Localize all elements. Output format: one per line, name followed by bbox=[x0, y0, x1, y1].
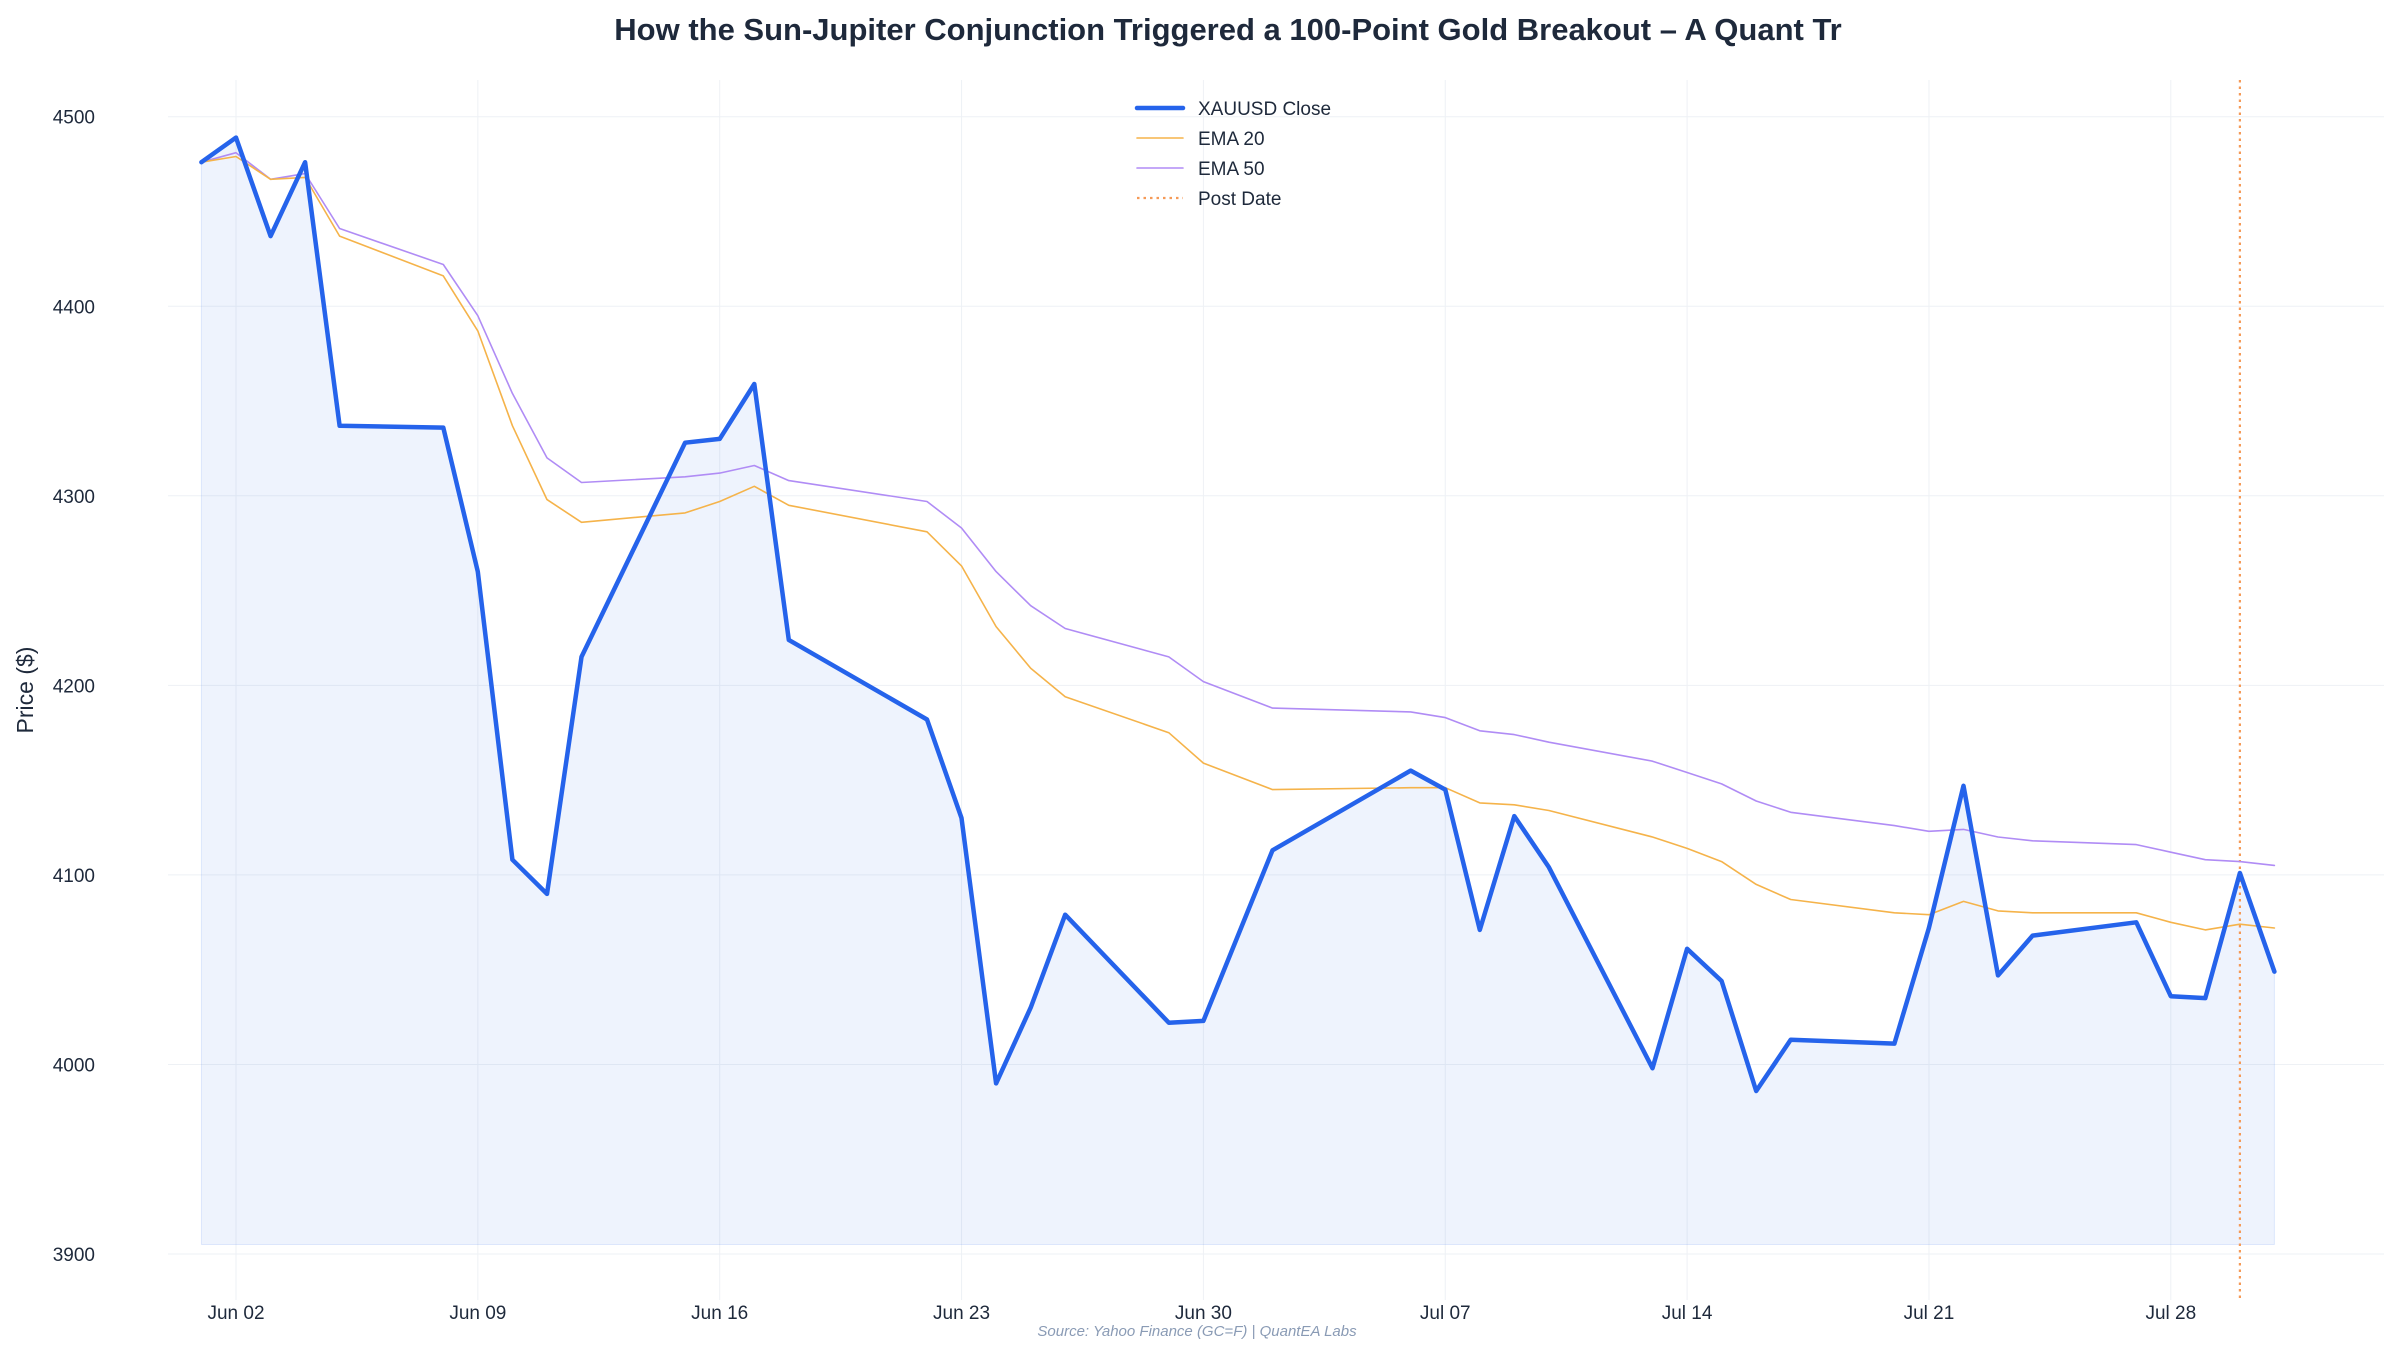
source-note: Source: Yahoo Finance (GC=F) | QuantEA L… bbox=[1037, 1323, 1357, 1340]
y-tick-label: 4200 bbox=[53, 676, 95, 697]
chart-title: How the Sun-Jupiter Conjunction Triggere… bbox=[614, 12, 1841, 47]
grid bbox=[168, 80, 2384, 1300]
area-fill bbox=[200, 136, 2275, 1246]
x-tick-label: Jul 14 bbox=[1662, 1303, 1713, 1324]
legend-label: EMA 50 bbox=[1198, 159, 1265, 180]
x-tick-label: Jul 28 bbox=[2145, 1303, 2196, 1324]
y-tick-label: 3900 bbox=[53, 1245, 95, 1266]
ema-20-line bbox=[200, 155, 2276, 931]
y-axis-ticks: 3900 4000 4100 4200 4300 4400 4500 bbox=[53, 108, 95, 1266]
y-tick-label: 4500 bbox=[53, 108, 95, 129]
y-axis-label: Price ($) bbox=[12, 647, 38, 734]
x-axis-ticks: Jun 02 Jun 09 Jun 16 Jun 23 Jun 30 Jul 07 Jul … bbox=[207, 1303, 2196, 1324]
series-lines bbox=[199, 135, 2277, 1094]
x-tick-label: Jun 23 bbox=[933, 1303, 990, 1324]
x-tick-label: Jun 16 bbox=[691, 1303, 748, 1324]
y-tick-label: 4100 bbox=[53, 866, 95, 887]
x-tick-label: Jun 30 bbox=[1175, 1303, 1232, 1324]
x-tick-label: Jul 07 bbox=[1420, 1303, 1471, 1324]
x-tick-label: Jun 02 bbox=[207, 1303, 264, 1324]
legend: XAUUSD Close EMA 20 EMA 50 Post Date bbox=[1134, 99, 1331, 210]
y-tick-label: 4000 bbox=[53, 1055, 95, 1076]
legend-label: EMA 20 bbox=[1198, 129, 1265, 150]
legend-label: Post Date bbox=[1198, 189, 1281, 210]
xauusd-close-line bbox=[199, 135, 2277, 1094]
legend-label: XAUUSD Close bbox=[1198, 99, 1331, 120]
x-tick-label: Jul 21 bbox=[1904, 1303, 1955, 1324]
x-tick-label: Jun 09 bbox=[449, 1303, 506, 1324]
y-tick-label: 4400 bbox=[53, 297, 95, 318]
ema-50-line bbox=[200, 151, 2276, 867]
y-tick-label: 4300 bbox=[53, 487, 95, 508]
close-area bbox=[200, 136, 2275, 1246]
